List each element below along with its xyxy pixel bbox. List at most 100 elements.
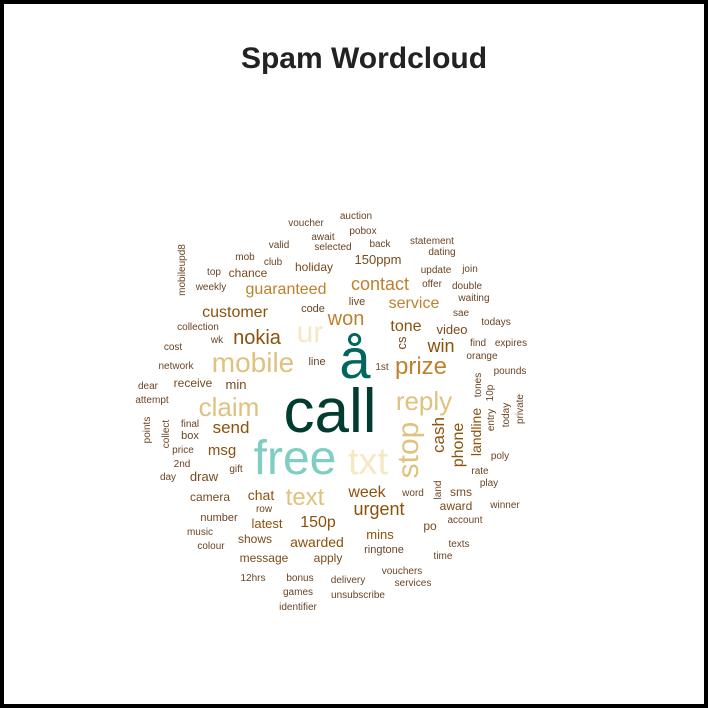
word: shows <box>238 532 272 546</box>
word: join <box>461 264 478 275</box>
word: video <box>436 322 467 337</box>
word: live <box>349 296 366 308</box>
word: 10p <box>485 384 496 401</box>
word: valid <box>269 240 290 251</box>
word: min <box>226 377 247 392</box>
word: free <box>254 432 337 485</box>
word: tone <box>390 318 421 335</box>
word: bonus <box>286 573 313 584</box>
word: back <box>369 239 391 250</box>
word: ur <box>297 316 324 349</box>
word: club <box>264 257 283 268</box>
chart-title: Spam Wordcloud <box>241 42 487 75</box>
word: rate <box>471 466 489 477</box>
word: box <box>181 430 199 442</box>
word: mobileupd8 <box>177 244 188 296</box>
word: nokia <box>233 327 282 349</box>
word: gift <box>229 464 243 475</box>
word: orange <box>466 351 498 362</box>
word: awarded <box>290 534 344 550</box>
word: 150p <box>300 514 336 531</box>
word: attempt <box>135 395 169 406</box>
word: 150ppm <box>355 252 402 267</box>
word: expires <box>495 338 527 349</box>
word: win <box>426 336 454 356</box>
word: row <box>256 504 273 515</box>
word: land <box>433 481 444 500</box>
word: voucher <box>288 218 324 229</box>
word: chat <box>248 487 275 503</box>
word: 12hrs <box>240 573 265 584</box>
word: find <box>470 338 486 349</box>
word: code <box>301 303 325 315</box>
word: å <box>339 327 371 390</box>
word: pounds <box>494 366 527 377</box>
word: network <box>158 361 194 372</box>
word: top <box>207 267 221 278</box>
word: games <box>283 587 313 598</box>
word: word <box>401 488 424 499</box>
word: text <box>286 484 325 511</box>
word: mob <box>235 252 255 263</box>
word: account <box>447 515 482 526</box>
word: final <box>181 419 199 430</box>
word: reply <box>396 386 452 416</box>
word: waiting <box>457 293 489 304</box>
word: number <box>200 512 238 524</box>
word: delivery <box>331 575 365 586</box>
word: txt <box>348 441 389 483</box>
word: double <box>452 281 482 292</box>
word: collect <box>161 420 172 449</box>
word: texts <box>448 539 469 550</box>
word: receive <box>174 376 213 390</box>
word: holiday <box>295 260 333 274</box>
word: contact <box>351 274 409 294</box>
word: identifier <box>279 602 317 613</box>
word: vouchers <box>382 566 423 577</box>
word: update <box>421 265 452 276</box>
word: unsubscribe <box>331 590 385 601</box>
word: winner <box>489 500 520 511</box>
word: line <box>308 356 325 368</box>
word: 2nd <box>174 459 191 470</box>
word: services <box>395 578 432 589</box>
word: call <box>283 377 376 446</box>
word: selected <box>314 242 351 253</box>
word: urgent <box>353 499 404 519</box>
word: auction <box>340 211 372 222</box>
word: wk <box>210 335 224 346</box>
word: price <box>172 445 194 456</box>
word: cs <box>394 336 409 350</box>
word: apply <box>314 551 343 565</box>
word: service <box>389 295 440 312</box>
word: private <box>515 394 526 424</box>
word: today <box>501 403 512 427</box>
word: landline <box>468 408 484 456</box>
word: 1st <box>375 362 389 373</box>
word: statement <box>410 236 454 247</box>
word: ringtone <box>364 544 404 556</box>
word: guaranteed <box>246 281 327 298</box>
word: poly <box>491 451 509 462</box>
word: po <box>423 519 437 533</box>
word: mobile <box>212 347 294 378</box>
word: chance <box>229 266 268 280</box>
word: send <box>213 418 250 437</box>
word: weekly <box>195 282 227 293</box>
word: phone <box>450 423 467 468</box>
word: week <box>347 484 386 501</box>
word: camera <box>190 490 230 504</box>
word: sms <box>450 485 472 499</box>
word: await <box>311 232 335 243</box>
word: dear <box>138 381 159 392</box>
word: tones <box>473 373 484 397</box>
word: sae <box>453 308 470 319</box>
word: todays <box>481 317 510 328</box>
word: music <box>187 527 213 538</box>
word: msg <box>208 442 236 459</box>
word: customer <box>202 304 268 321</box>
word: won <box>327 308 365 330</box>
word: points <box>142 417 153 444</box>
